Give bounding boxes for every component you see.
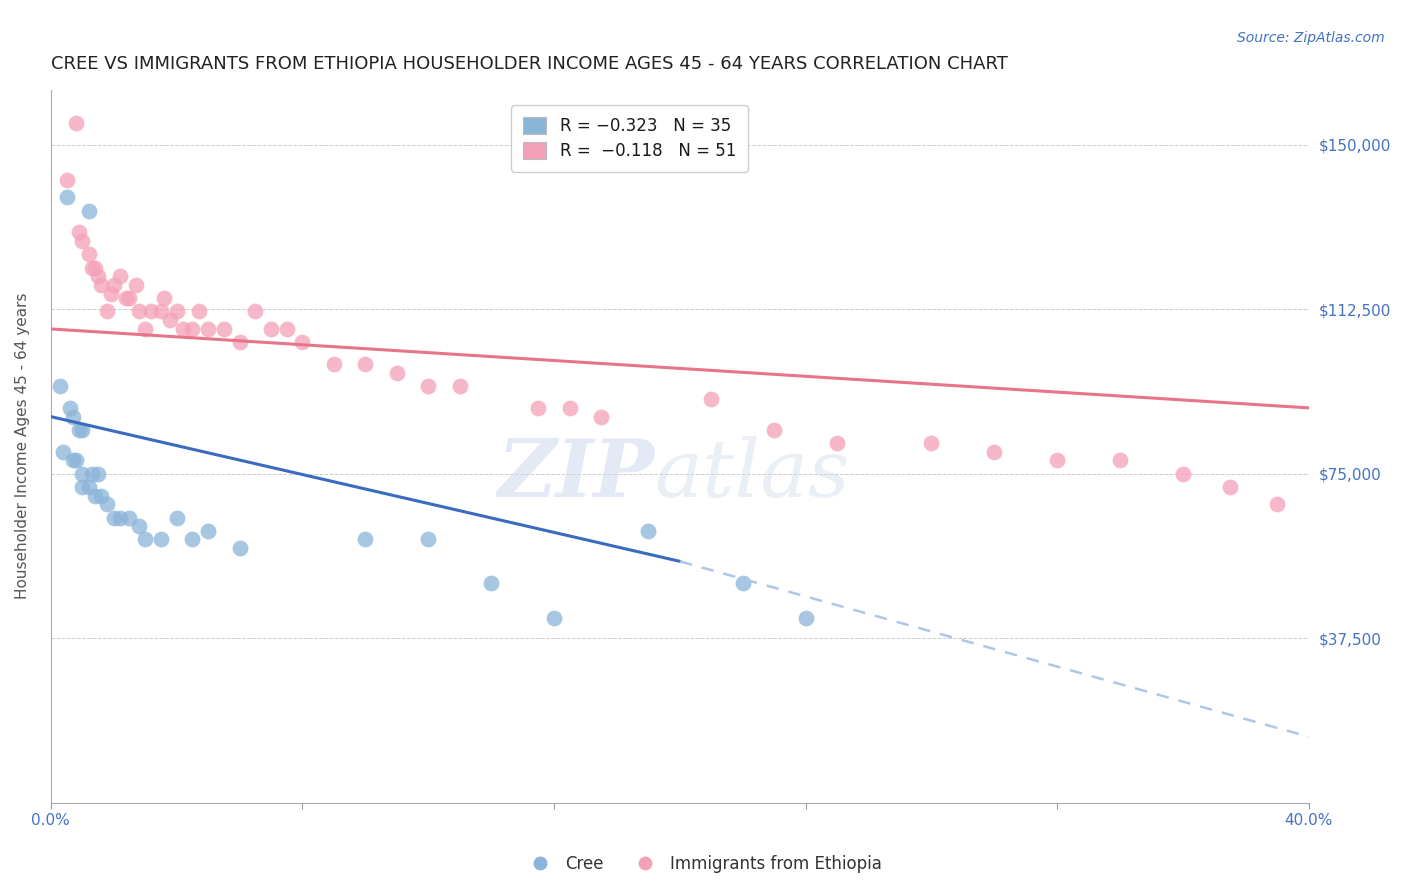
Point xyxy=(128,304,150,318)
Point xyxy=(187,304,209,318)
Point xyxy=(134,322,156,336)
Point xyxy=(543,611,565,625)
Point xyxy=(77,203,100,218)
Point xyxy=(228,541,250,556)
Point xyxy=(700,392,723,406)
Point xyxy=(591,409,613,424)
Point xyxy=(260,322,283,336)
Legend: R = −0.323   N = 35, R =  −0.118   N = 51: R = −0.323 N = 35, R = −0.118 N = 51 xyxy=(512,105,748,172)
Point xyxy=(385,366,408,380)
Point xyxy=(322,357,344,371)
Point xyxy=(96,497,118,511)
Point xyxy=(72,480,94,494)
Point xyxy=(55,173,77,187)
Point xyxy=(166,304,188,318)
Text: CREE VS IMMIGRANTS FROM ETHIOPIA HOUSEHOLDER INCOME AGES 45 - 64 YEARS CORRELATI: CREE VS IMMIGRANTS FROM ETHIOPIA HOUSEHO… xyxy=(51,55,1008,73)
Point xyxy=(118,510,141,524)
Point xyxy=(62,409,84,424)
Legend: Cree, Immigrants from Ethiopia: Cree, Immigrants from Ethiopia xyxy=(517,848,889,880)
Point xyxy=(103,278,125,293)
Point xyxy=(172,322,194,336)
Point xyxy=(1219,480,1241,494)
Point xyxy=(118,291,141,305)
Point xyxy=(449,379,471,393)
Point xyxy=(731,576,754,591)
Point xyxy=(1109,453,1132,467)
Point xyxy=(354,357,377,371)
Text: Source: ZipAtlas.com: Source: ZipAtlas.com xyxy=(1237,31,1385,45)
Point xyxy=(166,510,188,524)
Point xyxy=(103,510,125,524)
Point xyxy=(77,247,100,261)
Point xyxy=(637,524,659,538)
Point xyxy=(197,524,219,538)
Point xyxy=(108,510,131,524)
Point xyxy=(1171,467,1194,481)
Point xyxy=(62,453,84,467)
Point xyxy=(181,533,204,547)
Point xyxy=(72,467,94,481)
Point xyxy=(245,304,267,318)
Point xyxy=(149,533,172,547)
Point xyxy=(72,234,94,248)
Point xyxy=(983,444,1005,458)
Point xyxy=(65,453,87,467)
Point xyxy=(418,379,440,393)
Point xyxy=(354,533,377,547)
Point xyxy=(558,401,581,415)
Point xyxy=(479,576,502,591)
Point xyxy=(159,313,181,327)
Point xyxy=(1267,497,1289,511)
Point xyxy=(67,226,90,240)
Point xyxy=(90,278,112,293)
Y-axis label: Householder Income Ages 45 - 64 years: Householder Income Ages 45 - 64 years xyxy=(15,293,30,599)
Point xyxy=(100,286,122,301)
Point xyxy=(212,322,235,336)
Point xyxy=(763,423,786,437)
Text: atlas: atlas xyxy=(655,436,851,514)
Point xyxy=(87,269,110,284)
Point xyxy=(108,269,131,284)
Point xyxy=(115,291,138,305)
Text: ZIP: ZIP xyxy=(498,436,655,514)
Point xyxy=(228,335,250,350)
Point xyxy=(96,304,118,318)
Point xyxy=(418,533,440,547)
Point xyxy=(181,322,204,336)
Point xyxy=(825,436,848,450)
Point xyxy=(128,519,150,533)
Point xyxy=(72,423,94,437)
Point xyxy=(77,480,100,494)
Point xyxy=(80,467,103,481)
Point xyxy=(153,291,176,305)
Point xyxy=(134,533,156,547)
Point xyxy=(1046,453,1069,467)
Point xyxy=(125,278,148,293)
Point xyxy=(80,260,103,275)
Point xyxy=(55,190,77,204)
Point xyxy=(87,467,110,481)
Point xyxy=(197,322,219,336)
Point xyxy=(49,379,72,393)
Point xyxy=(59,401,82,415)
Point xyxy=(149,304,172,318)
Point xyxy=(276,322,298,336)
Point xyxy=(90,489,112,503)
Point xyxy=(65,116,87,130)
Point xyxy=(83,260,105,275)
Point xyxy=(52,444,75,458)
Point xyxy=(921,436,943,450)
Point xyxy=(141,304,163,318)
Point xyxy=(527,401,550,415)
Point xyxy=(291,335,314,350)
Point xyxy=(83,489,105,503)
Point xyxy=(794,611,817,625)
Point xyxy=(67,423,90,437)
